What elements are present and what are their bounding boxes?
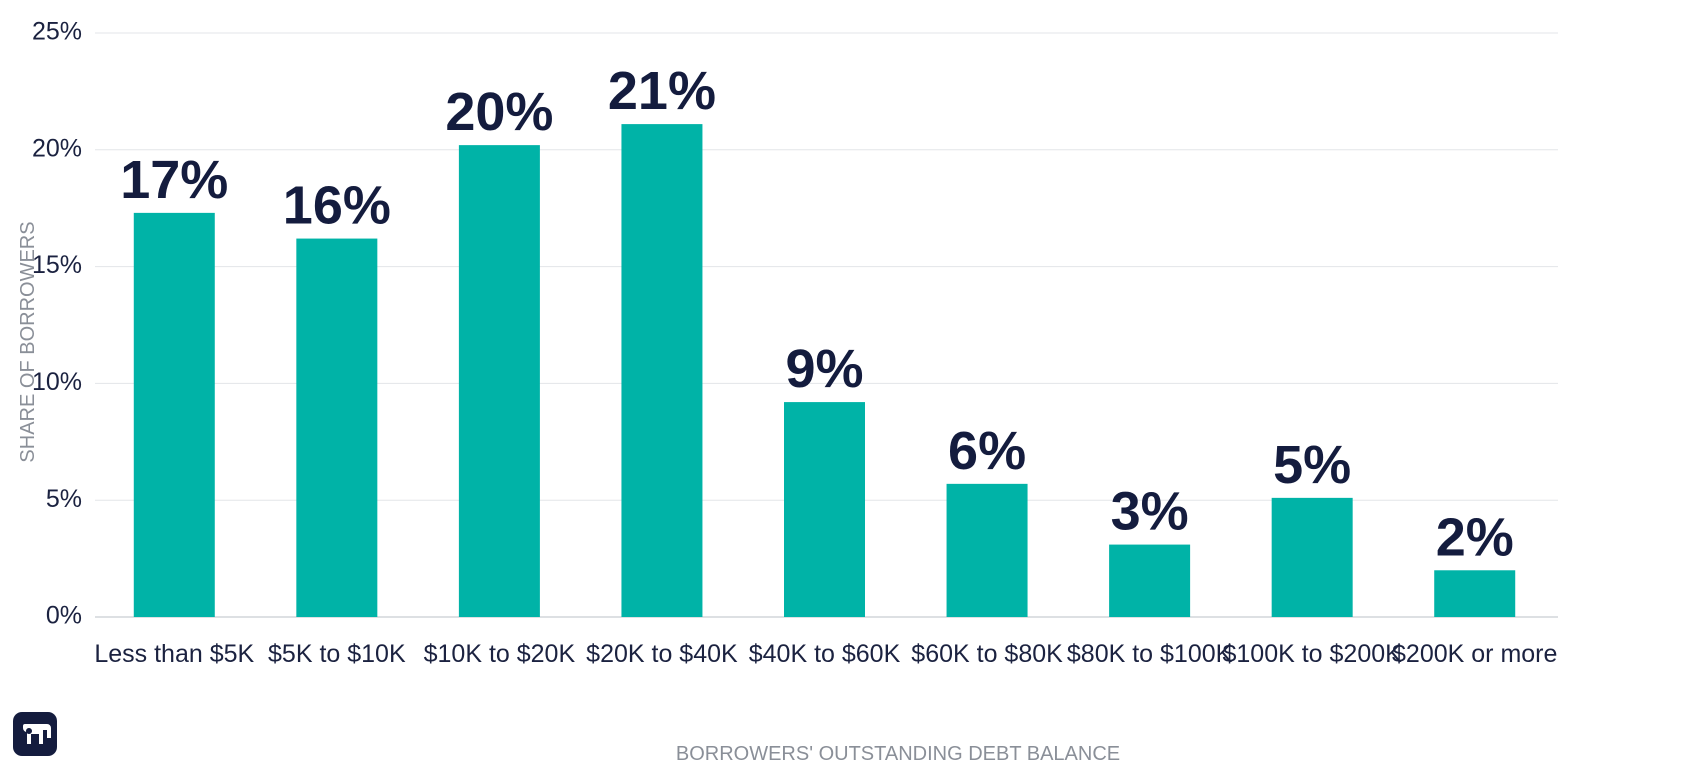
data-label: 2% (1436, 507, 1514, 567)
x-category-label: $100K to $200K (1223, 640, 1403, 668)
y-tick-label: 5% (46, 485, 82, 513)
bars (133, 124, 1516, 618)
bar (133, 212, 215, 617)
x-category-label: $10K to $20K (424, 640, 576, 668)
y-tick-label: 25% (32, 18, 82, 46)
data-label: 9% (785, 339, 863, 399)
x-category-label: $200K or more (1392, 640, 1557, 668)
data-label: 5% (1273, 435, 1351, 495)
y-tick-label: 20% (32, 134, 82, 162)
data-labels: 17% 16% 20% 21% 9% 6% 3% 5% 2% (120, 61, 1514, 567)
y-tick-label: 10% (32, 368, 82, 396)
bar (1434, 570, 1516, 617)
bar (1109, 544, 1191, 617)
x-axis-title: BORROWERS' OUTSTANDING DEBT BALANCE (676, 743, 1120, 765)
bar (1271, 497, 1353, 617)
bar (458, 145, 540, 618)
x-category-label: $80K to $100K (1067, 640, 1233, 668)
x-category-label: $40K to $60K (749, 640, 901, 668)
elephant-icon (23, 724, 51, 744)
x-category-label: Less than $5K (94, 640, 254, 668)
y-tick-label: 15% (32, 251, 82, 279)
bar (784, 402, 865, 617)
data-label: 6% (948, 421, 1026, 481)
data-label: 16% (283, 176, 391, 236)
x-category-label: $60K to $80K (911, 640, 1063, 668)
y-axis-ticks: 0% 5% 10% 15% 20% 25% (32, 18, 82, 630)
x-category-label: $5K to $10K (268, 640, 406, 668)
bar (296, 238, 378, 617)
y-axis-title: SHARE OF BORROWERS (17, 221, 39, 462)
y-tick-label: 0% (46, 602, 82, 630)
data-label: 20% (445, 82, 553, 142)
bar (946, 483, 1028, 617)
data-label: 17% (120, 150, 228, 210)
elephant-logo (13, 712, 57, 756)
x-axis-categories: Less than $5K $5K to $10K $10K to $20K $20K… (94, 640, 1557, 668)
data-label: 21% (608, 61, 716, 121)
bar (621, 124, 703, 617)
data-label: 3% (1111, 482, 1189, 542)
x-category-label: $20K to $40K (586, 640, 738, 668)
